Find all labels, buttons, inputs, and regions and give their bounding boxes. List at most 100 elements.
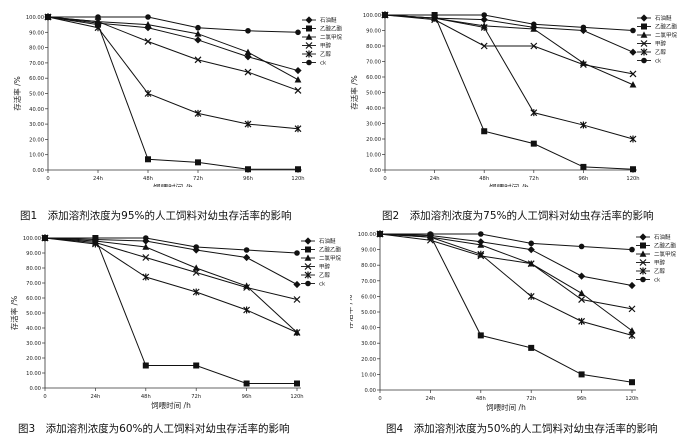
data-point	[294, 66, 302, 75]
series-line	[47, 16, 299, 81]
data-point	[192, 288, 200, 296]
x-tick-label: 0	[383, 176, 386, 182]
legend-item: 乙酸乙酯	[636, 242, 677, 250]
y-axis-title: 存活率 /%	[350, 75, 359, 110]
data-point	[142, 362, 149, 369]
series-line	[379, 233, 633, 383]
data-point	[578, 289, 585, 297]
x-tick-label: 0	[43, 394, 46, 400]
y-tick-label: 30.00	[361, 341, 376, 347]
data-point	[94, 18, 102, 26]
series-line	[385, 14, 634, 170]
x-tick-label: 48h	[143, 176, 153, 182]
y-tick-label: 40.00	[361, 326, 376, 332]
data-point	[630, 27, 636, 34]
data-point	[530, 109, 538, 117]
data-point	[427, 231, 434, 237]
legend-marker	[640, 31, 648, 38]
legend-label: 二氯甲烷	[319, 254, 342, 262]
data-point	[578, 243, 585, 250]
data-point	[530, 140, 537, 147]
y-tick-label: 100.00	[23, 236, 41, 242]
y-axis-title: 存活率 /%	[350, 295, 354, 330]
legend-label: ck	[655, 59, 662, 65]
legend-item: 石油醚	[302, 16, 337, 24]
data-point	[294, 76, 302, 83]
legend-item: 乙醇	[637, 48, 667, 56]
series-group	[44, 13, 302, 83]
data-point	[194, 56, 202, 64]
x-tick-label: 24h	[425, 396, 435, 402]
data-point	[628, 331, 636, 339]
legend-item: 乙酸乙酯	[637, 23, 678, 31]
series-line	[45, 237, 297, 384]
data-point	[294, 87, 302, 94]
data-point	[580, 163, 587, 170]
x-tick-label: 24h	[90, 394, 100, 400]
figure-2-caption: 图2 添加溶剂浓度为75%的人工饲料对幼虫存活率的影响	[382, 210, 654, 222]
data-point	[245, 27, 251, 34]
legend-label: 石油醚	[654, 233, 671, 241]
legend-item: 乙醇	[636, 267, 666, 275]
data-point	[628, 281, 636, 290]
y-tick-label: 90.00	[29, 30, 44, 36]
series-line	[47, 16, 299, 91]
legend-marker	[305, 50, 313, 58]
data-point	[629, 81, 637, 88]
y-tick-label: 50.00	[26, 311, 41, 317]
series-group	[382, 12, 636, 34]
legend-marker	[639, 259, 647, 266]
data-point	[95, 14, 101, 20]
data-point	[142, 254, 150, 261]
data-point	[579, 61, 587, 69]
y-tick-label: 50.00	[366, 91, 381, 97]
x-tick-label: 24h	[430, 176, 440, 182]
figure-3-caption: 图3 添加溶剂浓度为60%的人工饲料对幼虫存活率的影响	[18, 423, 290, 435]
legend-label: 乙醇	[655, 48, 667, 56]
legend-marker	[304, 254, 312, 261]
y-tick-label: 10.00	[26, 371, 41, 377]
series-line	[385, 14, 634, 31]
data-point	[630, 166, 636, 173]
data-point	[629, 70, 637, 78]
data-point	[194, 30, 202, 37]
legend-label: ck	[654, 278, 661, 284]
series-group	[377, 231, 635, 253]
data-point	[578, 296, 586, 303]
data-point	[480, 16, 488, 24]
legend-item: ck	[636, 276, 661, 284]
legend-item: 二氯甲烷	[636, 250, 677, 258]
series-line	[47, 16, 299, 72]
data-point	[144, 90, 152, 97]
series-line	[379, 233, 633, 336]
legend-item: 乙酸乙酯	[302, 25, 343, 33]
y-tick-label: 20.00	[29, 137, 44, 143]
data-point	[480, 42, 488, 50]
legend-marker	[640, 40, 648, 47]
data-point	[530, 42, 538, 50]
y-tick-label: 100.00	[26, 15, 44, 21]
legend-item: 石油醚	[301, 237, 336, 245]
legend-marker	[305, 16, 313, 24]
x-tick-label: 48h	[141, 394, 151, 400]
data-point	[142, 273, 150, 281]
y-tick-label: 0.00	[29, 386, 41, 392]
data-point	[628, 305, 636, 313]
y-tick-label: 0.00	[369, 168, 381, 174]
y-tick-label: 30.00	[26, 341, 41, 347]
data-point	[527, 260, 535, 268]
series-group	[376, 230, 636, 339]
legend-marker	[640, 48, 648, 56]
series-line	[44, 237, 298, 333]
y-tick-label: 60.00	[29, 76, 44, 82]
data-point	[245, 166, 251, 173]
legend-label: 乙酸乙酯	[319, 246, 342, 254]
series-group	[381, 11, 637, 88]
series-group	[382, 12, 636, 173]
legend-marker	[305, 246, 311, 253]
data-point	[527, 246, 535, 254]
y-tick-label: 10.00	[29, 153, 44, 159]
y-tick-label: 70.00	[361, 279, 376, 285]
y-tick-label: 30.00	[366, 122, 381, 128]
